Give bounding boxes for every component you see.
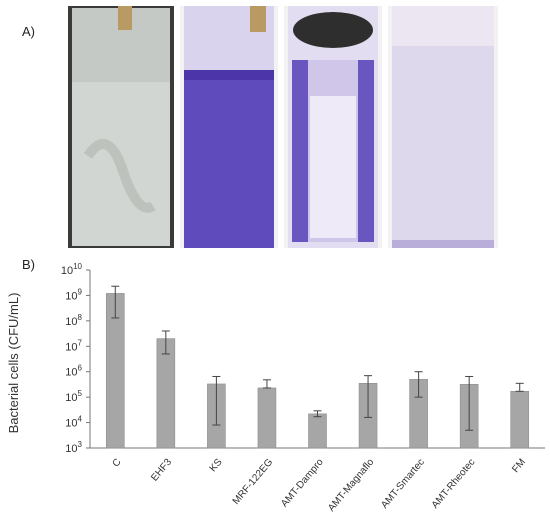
y-tick-label: 1010 xyxy=(61,262,83,277)
y-tick-label: 108 xyxy=(65,313,82,328)
bar-mrf-122eg xyxy=(257,387,277,449)
stain-left-edge xyxy=(292,60,308,242)
panel-a-label: A) xyxy=(22,24,35,39)
x-tick-label: AMT-Magnaflo xyxy=(326,457,377,514)
x-tick-label: KS xyxy=(208,457,225,475)
stain-body xyxy=(392,46,494,248)
x-tick-label: AMT-Rheotec xyxy=(430,457,478,511)
y-tick-label: 105 xyxy=(65,389,82,404)
x-tick-label: EHF3 xyxy=(149,457,174,484)
stain-band xyxy=(184,70,274,80)
y-tick-label: 109 xyxy=(65,287,82,302)
slide-photo-1 xyxy=(68,6,174,248)
slide-photo-2 xyxy=(180,6,278,248)
panel-b-label: B) xyxy=(22,257,35,272)
y-tick-label: 107 xyxy=(65,338,82,353)
x-tick-label: AMT-Smartec xyxy=(379,457,427,511)
stain-mark xyxy=(83,139,156,213)
bottom-edge xyxy=(392,240,494,248)
x-tick-label: AMT-Dampro xyxy=(279,457,326,510)
clear-center xyxy=(310,96,356,238)
bar-ehf3 xyxy=(156,338,176,449)
bacterial-cells-chart: Bacterial cells (CFU/mL) 103 104 105 106 107 1… xyxy=(6,262,545,514)
slide-photo-3 xyxy=(284,6,382,248)
y-tick-label: 104 xyxy=(65,415,82,430)
y-tick-label: 103 xyxy=(65,440,82,455)
y-tick-label: 106 xyxy=(65,364,82,379)
stain-body xyxy=(184,80,274,248)
y-axis-label: Bacterial cells (CFU/mL) xyxy=(6,293,21,434)
clip-holder xyxy=(250,6,266,32)
x-tick-label: FM xyxy=(510,457,528,475)
bar-amt-dampro xyxy=(308,413,327,449)
clip-holder xyxy=(118,6,132,30)
x-tick-label: MRF-122EG xyxy=(231,457,276,507)
x-tick-label: C xyxy=(110,457,123,470)
sample-deposit xyxy=(293,12,373,48)
slide-photo-4 xyxy=(388,6,498,248)
bar-fm xyxy=(510,390,530,449)
stain-right-edge xyxy=(358,60,374,242)
